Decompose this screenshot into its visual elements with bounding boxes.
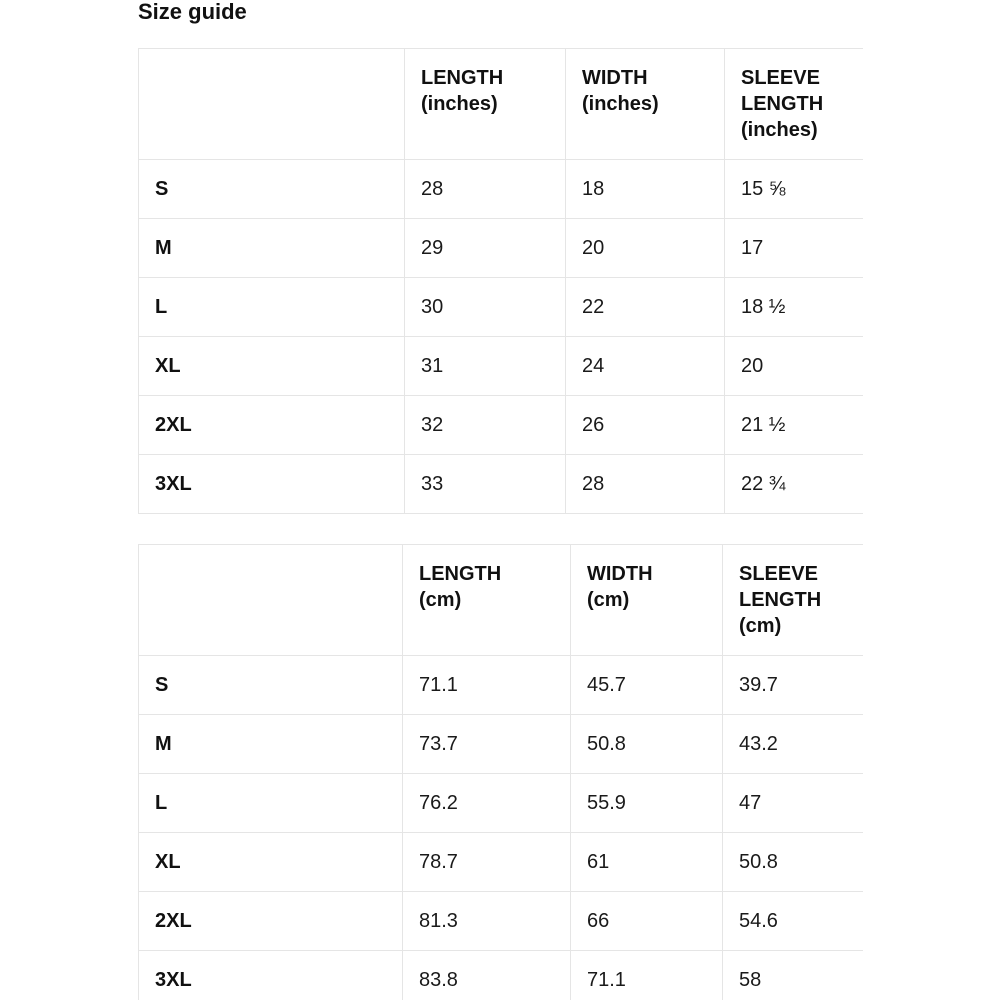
size-label: XL: [138, 336, 405, 396]
measurement-cell: 78.7: [402, 832, 571, 892]
size-row: 3XL 83.8 71.1 58: [138, 950, 863, 1000]
measurement-column-header: LENGTH (cm): [402, 544, 571, 656]
measurement-cell: 26: [565, 395, 725, 455]
measurement-cell: 28: [404, 159, 566, 219]
size-label: 3XL: [138, 950, 403, 1000]
measurement-column-header: SLEEVE LENGTH (cm): [722, 544, 863, 656]
measurement-cell: 20: [565, 218, 725, 278]
size-table-inches: LENGTH (inches) WIDTH (inches) SLEEVE LENG…: [138, 48, 863, 514]
measurement-cell: 22 ¾: [724, 454, 863, 514]
measurement-cell: 31: [404, 336, 566, 396]
size-label: L: [138, 773, 403, 833]
size-label: S: [138, 655, 403, 715]
measurement-cell: 22: [565, 277, 725, 337]
size-label: M: [138, 218, 405, 278]
measurement-cell: 54.6: [722, 891, 863, 951]
measurement-cell: 28: [565, 454, 725, 514]
header-row: LENGTH (cm) WIDTH (cm) SLEEVE LENGTH (cm): [138, 544, 863, 656]
measurement-cell: 18 ½: [724, 277, 863, 337]
size-row: L 30 22 18 ½: [138, 277, 863, 337]
size-table-inches-body: S 28 18 15 ⅝ M 29 20 17 L 30 22 18 ½ XL 31 24 20 2XL 32 26…: [138, 159, 863, 514]
measurement-column-header: WIDTH (cm): [570, 544, 723, 656]
size-label: XL: [138, 832, 403, 892]
measurement-cell: 20: [724, 336, 863, 396]
measurement-cell: 29: [404, 218, 566, 278]
size-table-cm: LENGTH (cm) WIDTH (cm) SLEEVE LENGTH (cm) …: [138, 544, 863, 1000]
size-row: S 71.1 45.7 39.7: [138, 655, 863, 715]
size-column-header: [138, 544, 403, 656]
measurement-cell: 47: [722, 773, 863, 833]
measurement-cell: 58: [722, 950, 863, 1000]
size-row: S 28 18 15 ⅝: [138, 159, 863, 219]
size-guide-title: Size guide: [138, 0, 247, 24]
size-guide-section: Size guide LENGTH (inches) WIDTH (inches)…: [138, 0, 863, 1000]
size-table-cm-body: S 71.1 45.7 39.7 M 73.7 50.8 43.2 L 76.2 55.9 47 XL 7…: [138, 655, 863, 1000]
measurement-cell: 33: [404, 454, 566, 514]
size-column-header: [138, 48, 405, 160]
measurement-cell: 71.1: [570, 950, 723, 1000]
measurement-column-header: LENGTH (inches): [404, 48, 566, 160]
size-table-cm-header: LENGTH (cm) WIDTH (cm) SLEEVE LENGTH (cm): [138, 544, 863, 656]
header-row: LENGTH (inches) WIDTH (inches) SLEEVE LENG…: [138, 48, 863, 160]
measurement-cell: 73.7: [402, 714, 571, 774]
size-label: M: [138, 714, 403, 774]
size-row: L 76.2 55.9 47: [138, 773, 863, 833]
measurement-cell: 50.8: [570, 714, 723, 774]
measurement-cell: 83.8: [402, 950, 571, 1000]
measurement-cell: 18: [565, 159, 725, 219]
measurement-cell: 66: [570, 891, 723, 951]
measurement-cell: 17: [724, 218, 863, 278]
measurement-column-header: WIDTH (inches): [565, 48, 725, 160]
size-label: 2XL: [138, 395, 405, 455]
size-label: L: [138, 277, 405, 337]
size-row: 3XL 33 28 22 ¾: [138, 454, 863, 514]
measurement-cell: 71.1: [402, 655, 571, 715]
size-row: 2XL 32 26 21 ½: [138, 395, 863, 455]
measurement-cell: 50.8: [722, 832, 863, 892]
measurement-cell: 15 ⅝: [724, 159, 863, 219]
size-row: XL 78.7 61 50.8: [138, 832, 863, 892]
size-row: M 29 20 17: [138, 218, 863, 278]
measurement-cell: 39.7: [722, 655, 863, 715]
size-row: XL 31 24 20: [138, 336, 863, 396]
measurement-cell: 21 ½: [724, 395, 863, 455]
measurement-column-header: SLEEVE LENGTH (inches): [724, 48, 863, 160]
size-row: M 73.7 50.8 43.2: [138, 714, 863, 774]
measurement-cell: 30: [404, 277, 566, 337]
measurement-cell: 24: [565, 336, 725, 396]
measurement-cell: 43.2: [722, 714, 863, 774]
size-label: 3XL: [138, 454, 405, 514]
size-table-inches-header: LENGTH (inches) WIDTH (inches) SLEEVE LENG…: [138, 48, 863, 160]
measurement-cell: 61: [570, 832, 723, 892]
size-label: 2XL: [138, 891, 403, 951]
measurement-cell: 76.2: [402, 773, 571, 833]
size-label: S: [138, 159, 405, 219]
size-row: 2XL 81.3 66 54.6: [138, 891, 863, 951]
measurement-cell: 81.3: [402, 891, 571, 951]
measurement-cell: 55.9: [570, 773, 723, 833]
measurement-cell: 32: [404, 395, 566, 455]
measurement-cell: 45.7: [570, 655, 723, 715]
